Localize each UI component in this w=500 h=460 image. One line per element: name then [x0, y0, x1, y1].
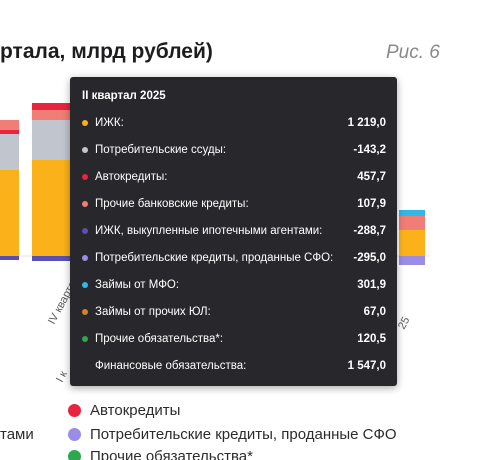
series-marker-icon: [82, 282, 88, 288]
tooltip-row: Займы от прочих ЮЛ: 67,0: [82, 304, 386, 320]
tooltip-row: Прочие банковские кредиты: 107,9: [82, 196, 386, 212]
tooltip-row-value: 1 219,0: [347, 117, 386, 129]
figure-label: Рис. 6: [386, 42, 440, 63]
tooltip-row-label: Прочие обязательства*:: [95, 333, 224, 345]
bar-segment[interactable]: [399, 256, 425, 265]
tooltip-row-label: Потребительские кредиты, проданные СФО:: [95, 252, 334, 264]
bar-segment[interactable]: [0, 130, 19, 134]
chart-title: ртала, млрд рублей): [0, 40, 213, 63]
tooltip-row-value: -288,7: [353, 225, 386, 237]
tooltip-row: Автокредиты: 457,7: [82, 169, 386, 185]
series-marker-icon: [82, 201, 88, 207]
legend: Автокредиты тами Потребительские кредиты…: [0, 398, 500, 460]
tooltip-row-value: 457,7: [357, 171, 386, 183]
legend-label: Потребительские кредиты, проданные СФО: [90, 426, 397, 443]
tooltip-title: II квартал 2025: [82, 90, 166, 102]
tooltip-row-label: Прочие банковские кредиты:: [95, 198, 249, 210]
tooltip-row: ИЖК, выкупленные ипотечными агентами: -28…: [82, 223, 386, 239]
legend-label: Прочие обязательства*: [90, 448, 253, 460]
bar-segment[interactable]: [32, 103, 72, 110]
x-tick-label: I к: [54, 369, 70, 384]
tooltip-row: ИЖК: 1 219,0: [82, 115, 386, 131]
bar-segment[interactable]: [0, 170, 19, 256]
legend-item-other-liabilities[interactable]: Прочие обязательства*: [68, 448, 253, 460]
x-tick-label: 25: [396, 315, 412, 331]
bar-segment[interactable]: [399, 230, 425, 256]
tooltip-row-value: 301,9: [357, 279, 386, 291]
bar-segment[interactable]: [0, 256, 19, 260]
bar-group: [0, 103, 430, 265]
series-marker-icon: [82, 174, 88, 180]
bar-segment[interactable]: [399, 210, 425, 216]
legend-marker-icon: [68, 450, 81, 460]
tooltip-row-label: Автокредиты:: [95, 171, 168, 183]
legend-marker-icon: [68, 404, 81, 417]
legend-label: тами: [0, 426, 34, 443]
series-marker-icon: [82, 255, 88, 261]
series-marker-icon: [82, 228, 88, 234]
series-marker-icon: [82, 336, 88, 342]
tooltip-row-value: 67,0: [363, 306, 386, 318]
tooltip-row-value: 120,5: [357, 333, 386, 345]
bar-segment[interactable]: [0, 120, 19, 130]
series-marker-icon: [82, 120, 88, 126]
tooltip-row-value: -143,2: [353, 144, 386, 156]
bar-segment[interactable]: [32, 160, 72, 256]
chart-tooltip: II квартал 2025 ИЖК: 1 219,0 Потребительск…: [70, 77, 397, 386]
tooltip-row: Потребительские ссуды: -143,2: [82, 142, 386, 158]
series-marker-icon: [82, 309, 88, 315]
bar-segment[interactable]: [0, 134, 19, 170]
legend-item-truncated[interactable]: тами: [0, 426, 34, 443]
tooltip-row-label: ИЖК:: [95, 117, 124, 129]
series-marker-icon: [82, 147, 88, 153]
tooltip-row-label: Займы от прочих ЮЛ:: [95, 306, 211, 318]
bar-segment[interactable]: [399, 216, 425, 230]
tooltip-row-value: 107,9: [357, 198, 386, 210]
tooltip-row: Потребительские кредиты, проданные СФО: -…: [82, 250, 386, 266]
tooltip-total-label: Финансовые обязательства:: [95, 360, 247, 372]
tooltip-row: Займы от МФО: 301,9: [82, 277, 386, 293]
legend-item-autocredits[interactable]: Автокредиты: [68, 402, 180, 419]
legend-label: Автокредиты: [90, 402, 181, 419]
bar-segment[interactable]: [32, 110, 72, 120]
legend-item-sold-consumer-loans[interactable]: Потребительские кредиты, проданные СФО: [68, 426, 397, 443]
bar-segment[interactable]: [32, 256, 72, 261]
tooltip-row: Прочие обязательства*: 120,5: [82, 331, 386, 347]
tooltip-row-label: Займы от МФО:: [95, 279, 180, 291]
bar-segment[interactable]: [32, 120, 72, 160]
tooltip-total-row: Финансовые обязательства: 1 547,0: [82, 358, 386, 374]
tooltip-row-label: Потребительские ссуды:: [95, 144, 227, 156]
legend-marker-icon: [68, 428, 81, 441]
tooltip-row-label: ИЖК, выкупленные ипотечными агентами:: [95, 225, 323, 237]
tooltip-total-value: 1 547,0: [347, 360, 386, 372]
tooltip-row-value: -295,0: [353, 252, 386, 264]
